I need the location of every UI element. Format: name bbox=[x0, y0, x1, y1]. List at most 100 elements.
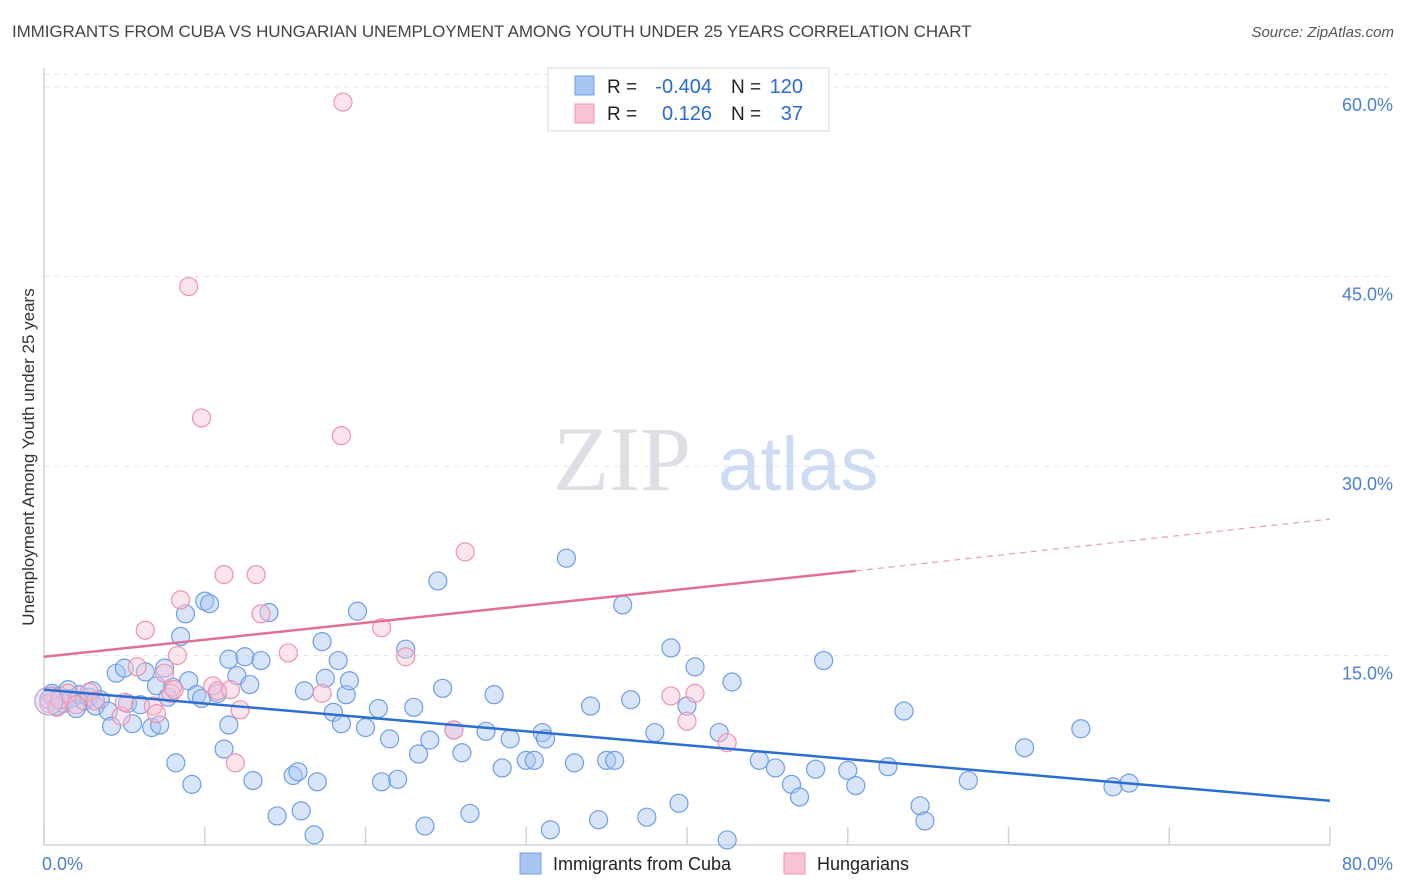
source-label: Source: ZipAtlas.com bbox=[1251, 24, 1394, 41]
point-cuba-68 bbox=[404, 697, 424, 717]
point-cuba-54 bbox=[312, 631, 332, 652]
point-cuba-15 bbox=[101, 716, 122, 736]
point-cuba-113 bbox=[910, 796, 930, 816]
point-cuba-91 bbox=[605, 750, 625, 770]
point-cuba-65 bbox=[380, 729, 400, 749]
point-hungarians-14 bbox=[154, 663, 175, 683]
point-cuba-116 bbox=[1014, 738, 1035, 758]
legend-r-value-hungarians: 0.126 bbox=[662, 103, 712, 125]
point-cuba-110 bbox=[846, 776, 866, 796]
point-cuba-112 bbox=[894, 701, 914, 721]
point-cuba-97 bbox=[669, 793, 689, 813]
x-tick-label-max: 80.0% bbox=[1342, 854, 1393, 874]
point-cuba-96 bbox=[661, 638, 681, 658]
point-cuba-79 bbox=[492, 758, 512, 778]
point-cuba-108 bbox=[814, 650, 834, 671]
point-cuba-78 bbox=[484, 685, 504, 705]
y-tick-label-15: 15.0% bbox=[1342, 663, 1393, 683]
correlation-legend: R = -0.404 N = 120 R = 0.126 N = 37 bbox=[547, 67, 830, 132]
point-hungarians-15 bbox=[161, 683, 181, 703]
point-hungarians-20 bbox=[191, 408, 212, 428]
point-hungarians-39 bbox=[685, 683, 705, 703]
point-cuba-46 bbox=[259, 602, 279, 623]
series-cuba-points bbox=[39, 548, 1139, 850]
point-cuba-73 bbox=[433, 678, 453, 698]
watermark: ZIP atlas bbox=[553, 408, 879, 510]
x-axis-ticks bbox=[43, 827, 1331, 845]
point-cuba-67 bbox=[396, 639, 416, 659]
point-hungarians-38 bbox=[677, 711, 697, 731]
point-cuba-87 bbox=[564, 753, 585, 773]
point-cuba-107 bbox=[805, 759, 826, 779]
point-cuba-90 bbox=[597, 750, 617, 770]
point-cuba-92 bbox=[613, 595, 633, 615]
bottom-legend-swatch-cuba bbox=[519, 852, 542, 875]
point-cuba-28 bbox=[166, 753, 186, 773]
point-cuba-47 bbox=[267, 806, 287, 826]
point-cuba-63 bbox=[368, 698, 388, 719]
legend-n-value-hungarians: 37 bbox=[781, 103, 803, 125]
point-cuba-55 bbox=[315, 668, 335, 688]
point-hungarians-18 bbox=[171, 590, 191, 610]
point-cuba-75 bbox=[452, 743, 472, 763]
point-cuba-38 bbox=[214, 739, 234, 759]
point-hungarians-19 bbox=[179, 276, 199, 297]
point-hungarians-28 bbox=[251, 604, 271, 624]
point-hungarians-10 bbox=[127, 657, 147, 677]
point-cuba-40 bbox=[219, 649, 239, 669]
bottom-legend-label-cuba: Immigrants from Cuba bbox=[553, 854, 732, 874]
legend-swatch-hungarians bbox=[574, 103, 595, 124]
point-hungarians-25 bbox=[225, 753, 245, 773]
watermark-atlas: atlas bbox=[718, 422, 879, 507]
point-cuba-89 bbox=[588, 810, 609, 830]
legend-box bbox=[547, 67, 830, 132]
point-hungarians-37 bbox=[661, 686, 681, 706]
point-cuba-49 bbox=[288, 762, 308, 782]
y-tick-label-45: 45.0% bbox=[1342, 284, 1393, 304]
grid-lines bbox=[44, 73, 1393, 656]
point-cuba-100 bbox=[709, 722, 729, 743]
point-cuba-42 bbox=[235, 647, 255, 667]
point-cuba-70 bbox=[415, 816, 435, 836]
point-cuba-24 bbox=[150, 715, 170, 735]
bottom-legend-label-hungarians: Hungarians bbox=[817, 854, 909, 874]
point-hungarians-24 bbox=[220, 679, 241, 700]
point-cuba-36 bbox=[199, 594, 220, 614]
point-cuba-86 bbox=[556, 548, 577, 568]
watermark-zip: ZIP bbox=[553, 408, 691, 510]
point-cuba-88 bbox=[580, 696, 601, 716]
point-cuba-62 bbox=[355, 717, 376, 738]
point-hungarians-5 bbox=[66, 695, 86, 715]
point-cuba-101 bbox=[717, 830, 737, 850]
legend-n-value-cuba: 120 bbox=[770, 76, 803, 98]
point-cuba-53 bbox=[307, 772, 327, 792]
point-hungarians-13 bbox=[146, 704, 167, 724]
legend-n-label-cuba: N = bbox=[731, 77, 761, 98]
point-cuba-72 bbox=[428, 571, 448, 591]
point-cuba-114 bbox=[915, 811, 935, 831]
point-cuba-81 bbox=[516, 750, 536, 770]
trend-line-hungarians bbox=[43, 569, 856, 658]
point-hungarians-29 bbox=[278, 643, 298, 663]
point-hungarians-36 bbox=[455, 542, 475, 562]
point-cuba-95 bbox=[645, 722, 665, 743]
point-cuba-44 bbox=[243, 770, 263, 791]
point-cuba-80 bbox=[500, 729, 520, 749]
point-cuba-56 bbox=[323, 702, 343, 722]
point-cuba-45 bbox=[251, 650, 271, 671]
point-cuba-94 bbox=[637, 807, 657, 827]
point-cuba-39 bbox=[219, 715, 239, 735]
point-cuba-69 bbox=[408, 744, 429, 764]
point-cuba-71 bbox=[420, 730, 440, 750]
point-hungarians-17 bbox=[167, 645, 188, 666]
point-cuba-85 bbox=[540, 820, 560, 840]
point-cuba-14 bbox=[98, 701, 118, 721]
point-cuba-93 bbox=[621, 690, 641, 710]
point-hungarians-11 bbox=[135, 620, 155, 640]
point-hungarians-32 bbox=[333, 92, 353, 112]
y-axis-tick-labels: 15.0% 30.0% 45.0% 60.0% bbox=[1342, 95, 1393, 684]
point-cuba-104 bbox=[765, 758, 786, 778]
point-cuba-43 bbox=[240, 674, 260, 695]
series-hungarians-points bbox=[34, 92, 737, 773]
